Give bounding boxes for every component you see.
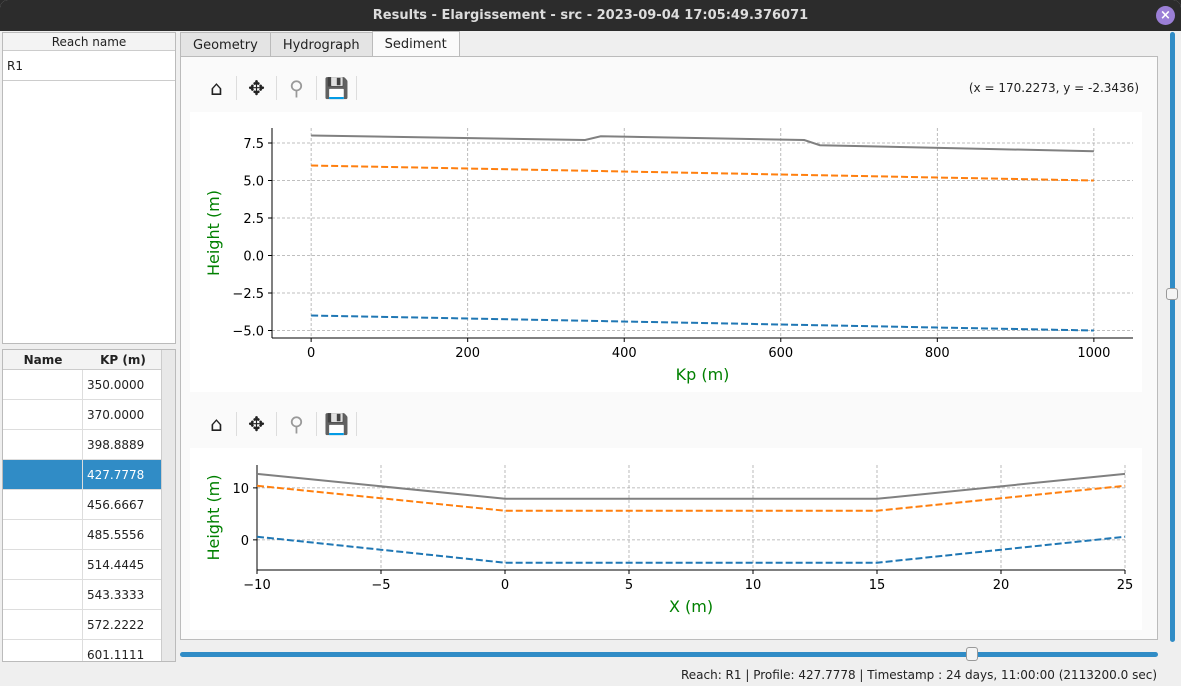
vertical-slider[interactable] (1166, 32, 1178, 642)
plot-toolbar-top: ⌂ ✥ ⚲ 💾 (197, 73, 357, 103)
profile-kp: 572.2222 (87, 618, 145, 632)
profile-kp: 543.3333 (87, 588, 145, 602)
profile-row[interactable]: 456.6667 (3, 490, 175, 520)
tab-geometry[interactable]: Geometry (180, 32, 271, 56)
reach-table: Reach name R1 (2, 32, 176, 344)
profile-row[interactable]: 370.0000 (3, 400, 175, 430)
zoom-icon[interactable]: ⚲ (277, 76, 317, 100)
profile-row[interactable]: 601.1111 (3, 640, 175, 662)
move-icon[interactable]: ✥ (237, 412, 277, 436)
profile-kp: 350.0000 (87, 378, 145, 392)
profile-name (3, 550, 83, 579)
profile-kp: 427.7778 (87, 468, 145, 482)
profile-row[interactable]: 543.3333 (3, 580, 175, 610)
close-icon[interactable]: × (1156, 6, 1175, 25)
reach-row[interactable]: R1 (3, 51, 175, 81)
tab-sediment[interactable]: Sediment (371, 31, 460, 56)
title-bar: Results - Elargissement - src - 2023-09-… (0, 0, 1181, 31)
profile-row[interactable]: 350.0000 (3, 370, 175, 400)
window-title: Results - Elargissement - src - 2023-09-… (372, 8, 809, 23)
profile-row[interactable]: 514.4445 (3, 550, 175, 580)
zoom-icon[interactable]: ⚲ (277, 412, 317, 436)
profile-row[interactable]: 572.2222 (3, 610, 175, 640)
status-bar: Reach: R1 | Profile: 427.7778 | Timestam… (680, 668, 1157, 682)
tab-bar: Geometry Hydrograph Sediment (180, 31, 460, 56)
profile-row[interactable]: 398.8889 (3, 430, 175, 460)
home-icon[interactable]: ⌂ (197, 76, 237, 100)
move-icon[interactable]: ✥ (237, 76, 277, 100)
profile-kp: 370.0000 (87, 408, 145, 422)
profile-row[interactable]: 485.5556 (3, 520, 175, 550)
profile-table: Name KP (m) 350.0000 370.0000 398.8889 427.7… (2, 349, 176, 662)
name-header[interactable]: Name (23, 353, 63, 367)
tab-hydrograph[interactable]: Hydrograph (269, 32, 373, 56)
profile-name (3, 610, 83, 639)
profile-name (3, 370, 83, 399)
profile-name (3, 640, 83, 661)
profile-name (3, 580, 83, 609)
cursor-coords: (x = 170.2273, y = -2.3436) (968, 81, 1139, 95)
profile-kp: 456.6667 (87, 498, 145, 512)
plot-toolbar-bottom: ⌂ ✥ ⚲ 💾 (197, 409, 357, 439)
save-icon[interactable]: 💾 (317, 412, 357, 436)
sediment-panel: ⌂ ✥ ⚲ 💾 (x = 170.2273, y = -2.3436) ⌂ ✥ ⚲ 💾 (180, 56, 1158, 640)
profile-name (3, 400, 83, 429)
profile-name (3, 520, 83, 549)
profile-name (3, 490, 83, 519)
profile-kp: 485.5556 (87, 528, 145, 542)
profile-slider-handle[interactable] (966, 647, 979, 661)
profile-kp: 601.1111 (87, 648, 145, 662)
profile-name (3, 430, 83, 459)
profile-slider[interactable] (180, 647, 1158, 661)
home-icon[interactable]: ⌂ (197, 412, 237, 436)
profile-row[interactable]: 427.7778 (3, 460, 175, 490)
save-icon[interactable]: 💾 (317, 76, 357, 100)
profile-kp: 398.8889 (87, 438, 145, 452)
vertical-slider-handle[interactable] (1166, 288, 1178, 300)
reach-name-header: Reach name (3, 33, 175, 51)
profile-name (3, 460, 83, 489)
kp-header[interactable]: KP (m) (100, 353, 146, 367)
profile-table-scrollbar[interactable] (161, 350, 175, 661)
profile-kp: 514.4445 (87, 558, 145, 572)
